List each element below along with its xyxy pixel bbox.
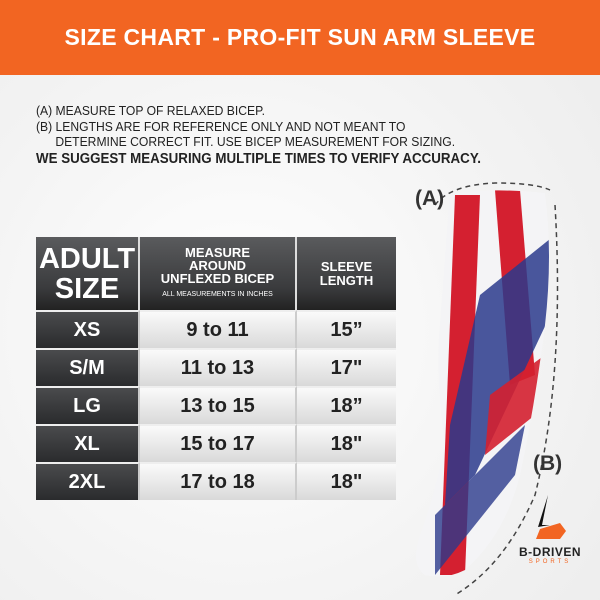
label-b: (B) (533, 452, 563, 475)
cell-bicep: 17 to 18 (140, 462, 297, 500)
title-banner: SIZE CHART - PRO-FIT SUN ARM SLEEVE (0, 0, 600, 75)
table-row: LG 13 to 15 18” (36, 386, 396, 424)
note-b-cont: DETERMINE CORRECT FIT. USE BICEP MEASURE… (55, 134, 456, 149)
table-row: XS 9 to 11 15” (36, 310, 396, 348)
cell-size: 2XL (36, 462, 140, 500)
brand-logo: B-DRIVEN SPORTS (505, 495, 595, 565)
header-size: ADULT SIZE (36, 237, 140, 310)
note-b: (B) LENGTHS ARE FOR REFERENCE ONLY AND N… (36, 118, 406, 134)
cell-length: 18” (297, 386, 396, 424)
table-row: XL 15 to 17 18" (36, 424, 396, 462)
cell-length: 18" (297, 462, 396, 500)
table-row: S/M 11 to 13 17" (36, 348, 396, 386)
label-a: (A) (415, 187, 445, 210)
cell-length: 17" (297, 348, 396, 386)
instructions: (A) MEASURE TOP OF RELAXED BICEP. (B) LE… (36, 103, 481, 168)
measure-b-arrow (454, 204, 559, 596)
table-header: ADULT SIZE MEASURE AROUND UNFLEXED BICEP ALL… (36, 237, 396, 310)
table-row: 2XL 17 to 18 18" (36, 462, 396, 500)
cell-bicep: 9 to 11 (140, 310, 297, 348)
note-suggest: WE SUGGEST MEASURING MULTIPLE TIMES TO V… (36, 150, 481, 167)
cell-size: XS (36, 310, 140, 348)
header-length: SLEEVE LENGTH (297, 237, 396, 310)
cell-size: S/M (36, 348, 140, 386)
logo-mark-icon (536, 495, 566, 539)
cell-size: XL (36, 424, 140, 462)
page-title: SIZE CHART - PRO-FIT SUN ARM SLEEVE (64, 24, 536, 50)
cell-length: 15” (297, 310, 396, 348)
note-a: (A) MEASURE TOP OF RELAXED BICEP. (36, 103, 266, 118)
cell-bicep: 15 to 17 (140, 424, 297, 462)
measure-a-arrow (434, 182, 551, 206)
size-table: ADULT SIZE MEASURE AROUND UNFLEXED BICEP ALL… (36, 237, 396, 500)
cell-bicep: 11 to 13 (140, 348, 297, 386)
cell-size: LG (36, 386, 140, 424)
cell-length: 18" (297, 424, 396, 462)
cell-bicep: 13 to 15 (140, 386, 297, 424)
header-bicep: MEASURE AROUND UNFLEXED BICEP ALL MEASUREME… (140, 237, 297, 310)
arm-sleeve-diagram (416, 182, 559, 596)
